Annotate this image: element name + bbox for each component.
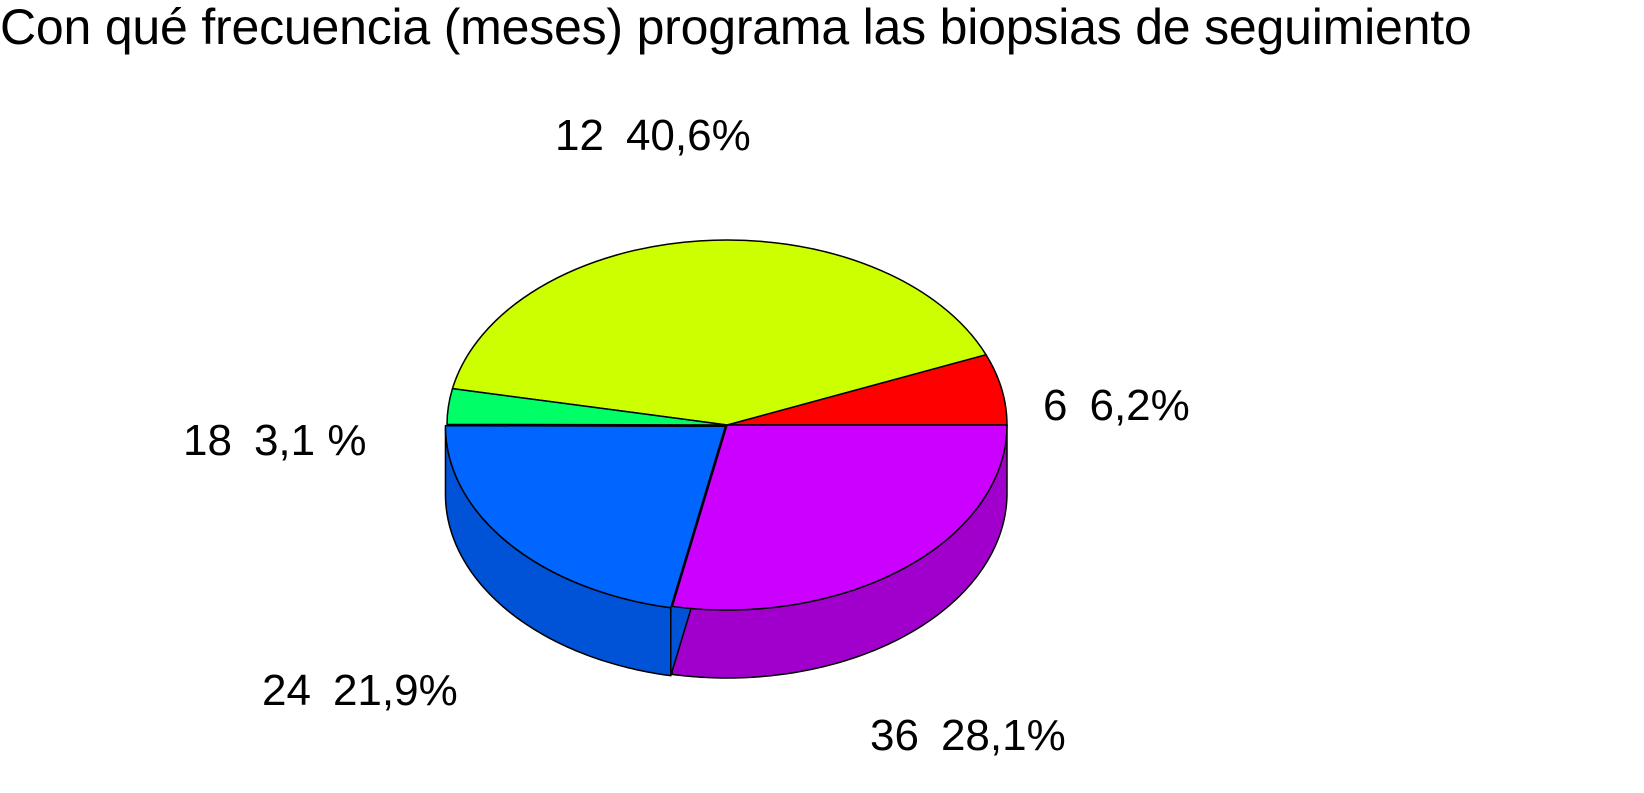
slice-value-24: 21,9%	[333, 666, 458, 715]
slice-label-12: 12 40,6%	[555, 111, 751, 160]
pie-slice-36	[671, 424, 1008, 611]
slice-category-24: 24	[262, 666, 311, 715]
slice-label-24: 24 21,9%	[262, 666, 458, 715]
pie-slice-24	[444, 424, 727, 609]
pie-slices	[444, 239, 1008, 611]
slice-category-6: 6	[1043, 381, 1067, 430]
slice-value-6: 6,2%	[1089, 381, 1189, 430]
slice-label-6: 6 6,2%	[1043, 381, 1190, 430]
slice-category-36: 36	[870, 711, 919, 760]
pie-labels: 6 6,2% 12 40,6% 18 3,1 % 24 21,9% 36 28,1%	[183, 111, 1190, 760]
slice-category-18: 18	[183, 416, 232, 465]
slice-value-36: 28,1%	[941, 711, 1066, 760]
slice-value-12: 40,6%	[626, 111, 751, 160]
slice-value-18: 3,1 %	[254, 416, 367, 465]
pie-slice-12	[451, 239, 987, 426]
slice-label-36: 36 28,1%	[870, 711, 1066, 760]
pie-slice-18	[446, 387, 728, 426]
slice-category-12: 12	[555, 111, 604, 160]
slice-label-18: 18 3,1 %	[183, 416, 366, 465]
chart-title: Con qué frecuencia (meses) programa las …	[0, 0, 1472, 55]
